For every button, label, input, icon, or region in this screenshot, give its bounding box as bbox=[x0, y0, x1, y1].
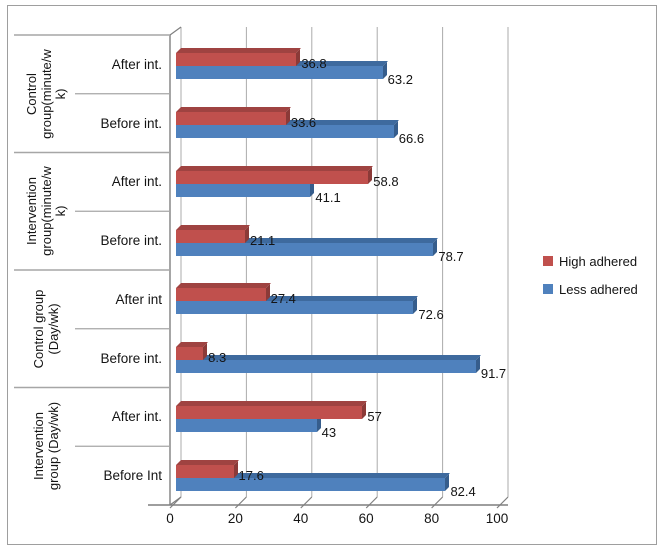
legend-item-high-adhered: High adhered bbox=[543, 253, 638, 269]
legend-swatch-less-adhered bbox=[543, 284, 553, 294]
bar-high-adhered bbox=[176, 170, 369, 184]
value-label-less-adhered: 41.1 bbox=[315, 189, 341, 205]
value-label-less-adhered: 66.6 bbox=[398, 131, 425, 147]
legend-label-high-adhered: High adhered bbox=[559, 253, 638, 269]
row-axis-label: After int. bbox=[111, 174, 162, 190]
row-axis-label: Before int. bbox=[100, 233, 162, 249]
x-tick-label-0: 0 bbox=[166, 511, 174, 526]
row-axis-label: Before Int bbox=[103, 468, 162, 484]
group-axis-label: Control group (Day/wk) bbox=[31, 289, 61, 369]
bar-less-adhered bbox=[176, 183, 311, 197]
value-label-high-adhered: 21.1 bbox=[249, 232, 276, 248]
x-tick-label-80: 80 bbox=[424, 511, 440, 526]
chart-border bbox=[7, 5, 657, 545]
bar-high-adhered bbox=[176, 464, 234, 478]
value-label-less-adhered: 91.7 bbox=[480, 366, 507, 382]
x-tick-label-20: 20 bbox=[227, 511, 243, 526]
bar-less-adhered bbox=[176, 301, 414, 315]
bar-high-adhered bbox=[176, 405, 363, 419]
legend-label-less-adhered: Less adhered bbox=[559, 281, 638, 297]
legend-item-less-adhered: Less adhered bbox=[543, 281, 638, 297]
value-label-high-adhered: 17.6 bbox=[238, 467, 264, 483]
value-label-high-adhered: 8.3 bbox=[208, 350, 227, 366]
row-axis-label: After int bbox=[115, 291, 162, 307]
value-label-less-adhered: 78.7 bbox=[438, 248, 464, 264]
row-axis-label: Before int. bbox=[100, 115, 162, 131]
group-axis-label: Intervention group(minute/wk) bbox=[23, 166, 69, 257]
bar-high-adhered bbox=[176, 229, 245, 243]
bar-less-adhered bbox=[176, 66, 383, 80]
bar-less-adhered bbox=[176, 125, 394, 139]
bar-high-adhered bbox=[176, 347, 204, 361]
value-label-high-adhered: 58.8 bbox=[373, 173, 399, 189]
value-label-high-adhered: 57 bbox=[367, 408, 382, 424]
value-label-high-adhered: 36.8 bbox=[301, 56, 327, 72]
group-axis-label: Control group(minute/wk) bbox=[23, 48, 69, 139]
row-axis-label: After int. bbox=[111, 409, 162, 425]
value-label-less-adhered: 43 bbox=[321, 424, 337, 440]
row-axis-label: After int. bbox=[111, 56, 162, 72]
bar-high-adhered bbox=[176, 288, 266, 302]
value-label-less-adhered: 63.2 bbox=[387, 72, 413, 88]
bar-high-adhered bbox=[176, 53, 297, 67]
group-axis-label: Intervention group (Day/wk) bbox=[31, 402, 61, 491]
value-label-high-adhered: 33.6 bbox=[290, 115, 317, 131]
bar-high-adhered bbox=[176, 112, 286, 126]
x-tick-label-100: 100 bbox=[485, 511, 509, 526]
bar-less-adhered bbox=[176, 242, 434, 256]
value-label-less-adhered: 82.4 bbox=[450, 483, 476, 499]
value-label-less-adhered: 72.6 bbox=[418, 307, 444, 323]
bar-less-adhered bbox=[176, 477, 446, 491]
bar-less-adhered bbox=[176, 418, 317, 432]
x-tick-label-60: 60 bbox=[358, 511, 374, 526]
legend-swatch-high-adhered bbox=[543, 256, 553, 266]
row-axis-label: Before int. bbox=[100, 350, 162, 366]
value-label-high-adhered: 27.4 bbox=[270, 291, 296, 307]
x-tick-label-40: 40 bbox=[293, 511, 309, 526]
bar-less-adhered bbox=[176, 360, 476, 374]
